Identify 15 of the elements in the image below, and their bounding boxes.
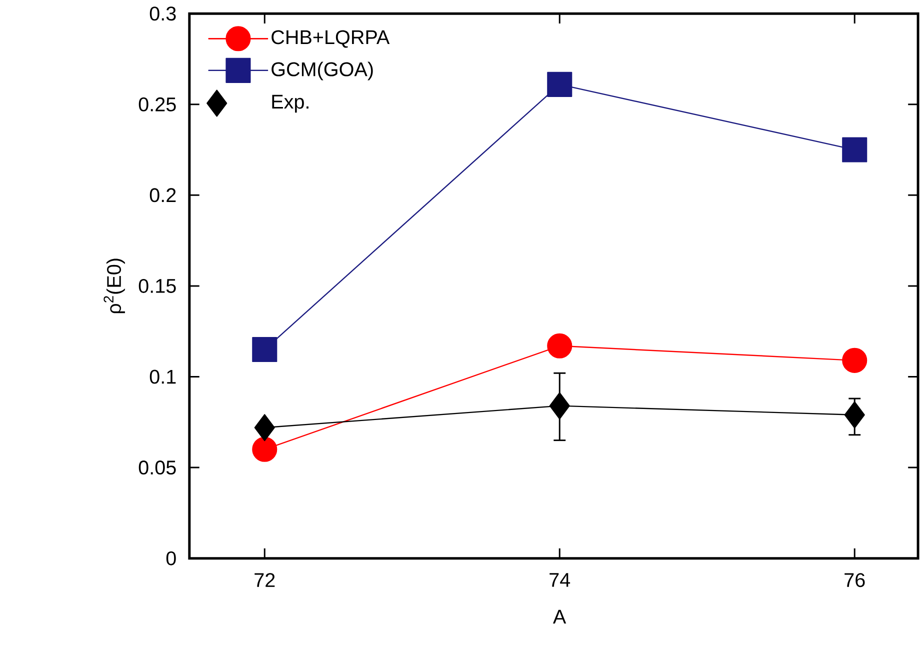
y-axis-title: ρ$^{2}$(E0) — [104, 258, 125, 314]
y-tick-label: 0.25 — [138, 98, 176, 112]
x-tick-label: 76 — [844, 573, 865, 588]
legend-label: Exp. — [272, 95, 308, 113]
y-tick-label: 0.2 — [150, 188, 176, 202]
y-tick-label: 0.05 — [138, 460, 176, 475]
y-tick-label: 0.1 — [150, 370, 176, 384]
y-tick-label: 0 — [166, 551, 176, 566]
legend-label: CHB+LQRPA — [272, 30, 390, 48]
x-tick-label: 74 — [550, 573, 570, 587]
y-tick-label: 0.15 — [138, 279, 176, 294]
x-tick-label: 72 — [254, 573, 275, 588]
y-tick-label: 0.3 — [150, 6, 176, 21]
x-axis-title: A — [552, 610, 566, 624]
legend-label: GCM(GOA) — [272, 62, 373, 80]
